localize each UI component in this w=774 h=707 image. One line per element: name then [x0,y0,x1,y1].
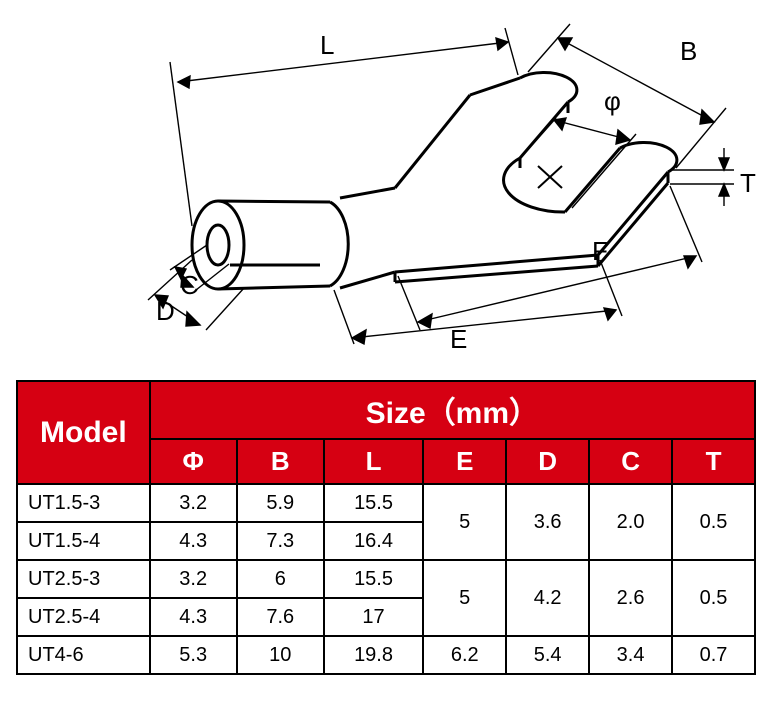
table-row: UT1.5-33.25.915.553.62.00.5 [17,484,755,522]
table-cell: 3.6 [506,484,589,560]
label-L: L [320,30,334,60]
header-col-C: C [589,439,672,484]
table-cell: 7.6 [237,598,324,636]
label-E: E [450,324,467,354]
table-cell: 2.0 [589,484,672,560]
label-T: T [740,168,756,198]
table-cell: 5 [423,484,506,560]
header-model: Model [17,381,150,484]
table-cell: 4.3 [150,522,237,560]
table-cell: UT4-6 [17,636,150,674]
header-col-Φ: Φ [150,439,237,484]
table-cell: UT2.5-3 [17,560,150,598]
label-phi: φ [604,86,621,116]
table-row: UT4-65.31019.86.25.43.40.7 [17,636,755,674]
label-F: F [592,236,608,266]
table-cell: 0.7 [672,636,755,674]
table-cell: UT1.5-4 [17,522,150,560]
label-C: C [180,270,199,300]
table-cell: 3.4 [589,636,672,674]
table-cell: 7.3 [237,522,324,560]
table-cell: 5.9 [237,484,324,522]
table-cell: 0.5 [672,484,755,560]
table-cell: 4.2 [506,560,589,636]
table-row: UT2.5-33.2615.554.22.60.5 [17,560,755,598]
table-cell: 5.3 [150,636,237,674]
table-cell: 15.5 [324,560,423,598]
table-cell: 6 [237,560,324,598]
table-cell: UT2.5-4 [17,598,150,636]
label-D: D [156,296,175,326]
table-cell: 19.8 [324,636,423,674]
header-col-L: L [324,439,423,484]
table-cell: 4.3 [150,598,237,636]
table-cell: 5.4 [506,636,589,674]
table-cell: 0.5 [672,560,755,636]
table-cell: 15.5 [324,484,423,522]
header-col-E: E [423,439,506,484]
terminal-diagram: L B φ T F E D C [0,0,774,360]
size-table: Model Size（mm） ΦBLEDCT UT1.5-33.25.915.5… [16,380,756,675]
table-cell: 2.6 [589,560,672,636]
header-col-T: T [672,439,755,484]
table-cell: 6.2 [423,636,506,674]
table-cell: 3.2 [150,560,237,598]
table-cell: 10 [237,636,324,674]
table-cell: 16.4 [324,522,423,560]
table-cell: 5 [423,560,506,636]
table-cell: UT1.5-3 [17,484,150,522]
table-cell: 17 [324,598,423,636]
header-size: Size（mm） [150,381,755,439]
label-B: B [680,36,697,66]
header-col-D: D [506,439,589,484]
table-cell: 3.2 [150,484,237,522]
header-col-B: B [237,439,324,484]
